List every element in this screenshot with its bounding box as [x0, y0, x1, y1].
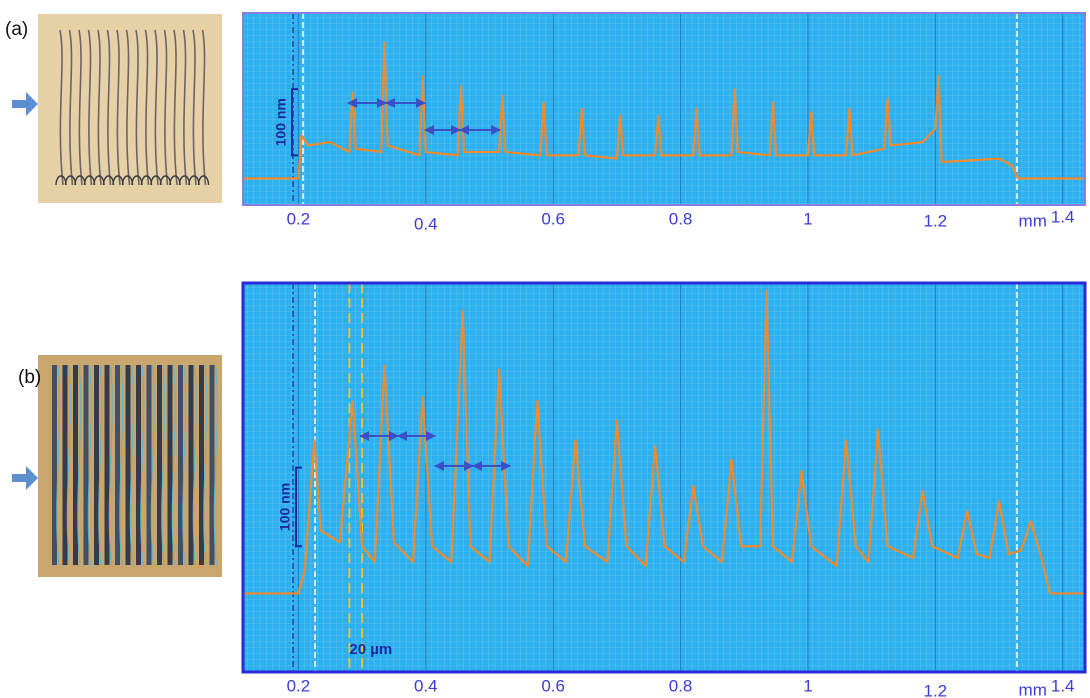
- spacing-arrows: [347, 98, 511, 471]
- photo-stroke: [135, 29, 140, 186]
- fine-grid: [243, 13, 1085, 205]
- photo-stroke: [87, 364, 92, 566]
- photo-stripe: [136, 365, 141, 565]
- photo-stroke: [119, 364, 124, 566]
- scale-bar: [291, 88, 298, 157]
- photo-stroke: [192, 364, 197, 566]
- scale-label: 100 nm: [277, 483, 293, 531]
- photo-b: [38, 355, 222, 577]
- photo-stripe: [52, 365, 57, 565]
- panel-label: (b): [18, 367, 41, 388]
- photo-stripe: [104, 365, 110, 565]
- x-unit: mm: [1019, 211, 1047, 230]
- photo-stroke: [78, 29, 83, 186]
- photo-stripe: [188, 365, 194, 565]
- photo-stripe: [94, 365, 99, 565]
- x-tick-label: 0.6: [541, 209, 565, 228]
- panel: (a) 0.2 0.4 0.6 0.8 1 1.2 1.4mm 100 nm: [5, 12, 1086, 233]
- plot-frame: [241, 281, 1087, 674]
- photo-stroke: [203, 364, 208, 566]
- photo-stroke: [77, 364, 82, 566]
- photo-stroke: [163, 29, 169, 186]
- photo-stroke: [161, 364, 166, 566]
- x-tick-label: 1.4: [1051, 676, 1075, 695]
- photo-stroke: [87, 29, 93, 186]
- photo-stripe: [167, 365, 173, 565]
- photo-stroke: [116, 29, 121, 186]
- x-tick-label: 1: [803, 209, 812, 228]
- photo-stripe: [115, 365, 120, 565]
- photo-stroke: [68, 29, 74, 186]
- photo-stripe: [62, 365, 68, 565]
- x-tick-label: 0.8: [669, 209, 693, 228]
- x-tick-label: 0.4: [414, 214, 438, 233]
- photo-stroke: [98, 364, 103, 566]
- photo-stroke: [171, 364, 176, 566]
- photo-stroke: [108, 364, 113, 566]
- scale-bar: [295, 466, 302, 548]
- photo-stroke: [144, 29, 150, 186]
- photo-stripe: [83, 365, 89, 565]
- photo-stroke: [106, 29, 112, 186]
- photo-stroke: [154, 29, 159, 186]
- arrow-b: [12, 466, 38, 490]
- photo-stroke: [97, 29, 102, 186]
- x-tick-label: 1.2: [924, 681, 948, 698]
- photo-stroke: [213, 364, 218, 566]
- photo-stroke: [140, 364, 145, 566]
- photo-loop: [197, 175, 210, 186]
- plot-frame: [242, 12, 1086, 206]
- photo-stroke: [182, 364, 187, 566]
- photo-stroke: [150, 364, 155, 566]
- panel: (b) 0.2 0.4 0.6 0.8 1 1.2 1.4mm 20 µm 100 nm: [18, 281, 1087, 698]
- photo-stripe: [73, 365, 78, 565]
- x-unit: mm: [1019, 680, 1047, 698]
- x-tick-label: 0.6: [541, 676, 565, 695]
- panel-label: (a): [5, 19, 28, 40]
- scale-label: 20 µm: [349, 641, 392, 658]
- photo-stroke: [129, 364, 134, 566]
- x-tick-label: 0.2: [287, 676, 311, 695]
- photo-stroke: [59, 29, 64, 186]
- x-tick-label: 1.2: [924, 211, 948, 230]
- photo-a: [38, 14, 222, 203]
- photo-stroke: [66, 364, 71, 566]
- photo-stroke: [182, 29, 188, 186]
- x-tick-label: 0.8: [669, 676, 693, 695]
- photo-stripe: [199, 365, 204, 565]
- photo-stripe: [146, 365, 152, 565]
- scale-label: 100 nm: [273, 98, 289, 146]
- photo-stroke: [173, 29, 178, 186]
- photo-stripe: [157, 365, 162, 565]
- profile-line: [243, 41, 1085, 180]
- photo-stroke: [192, 29, 197, 186]
- profile-line: [243, 289, 1085, 595]
- x-tick-label: 1.4: [1051, 207, 1075, 226]
- photo-stripe: [178, 365, 183, 565]
- fine-grid: [243, 283, 1085, 672]
- photo-stripe: [209, 365, 215, 565]
- photo-stroke: [125, 29, 131, 186]
- x-tick-label: 0.4: [414, 676, 438, 695]
- x-tick-label: 1: [803, 676, 812, 695]
- arrow-a: [12, 92, 38, 116]
- x-tick-label: 0.2: [287, 209, 311, 228]
- photo-stroke: [201, 29, 207, 186]
- photo-stroke: [56, 364, 61, 566]
- photo-stripe: [125, 365, 131, 565]
